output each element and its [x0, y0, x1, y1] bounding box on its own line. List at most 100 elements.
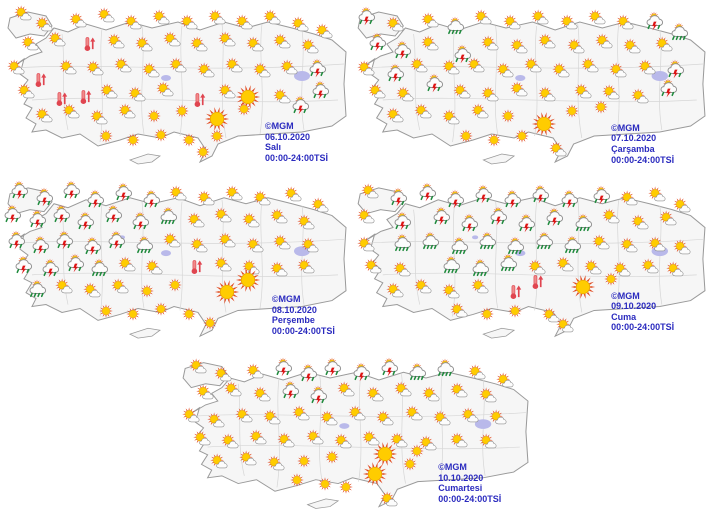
partly-cloudy-icon: [214, 207, 233, 225]
partly-cloudy-icon: [169, 57, 188, 75]
partly-cloudy-icon: [305, 428, 324, 447]
sunny-icon: [140, 283, 155, 298]
partly-cloudy-icon: [390, 432, 409, 450]
partly-cloudy-icon: [155, 81, 174, 99]
partly-cloudy-icon: [602, 208, 621, 226]
temperature-rise-icon: [54, 91, 68, 107]
sunny-icon: [325, 450, 340, 465]
map-label: ©MGM 10.10.2020 Cumartesi 00:00-24:00TSİ: [438, 462, 501, 504]
partly-cloudy-icon: [559, 14, 578, 32]
copyright-text: ©MGM: [271, 293, 301, 304]
date-text: 10.10.2020: [438, 472, 484, 483]
partly-cloudy-icon: [263, 409, 282, 427]
partly-cloudy-icon: [297, 213, 316, 232]
partly-cloudy-icon: [481, 34, 500, 53]
sunny-icon: [202, 315, 217, 330]
partly-cloudy-icon: [290, 16, 309, 34]
hours-text: 00:00-24:00TSİ: [271, 325, 335, 336]
partly-cloudy-icon: [648, 235, 667, 254]
partly-cloudy-icon: [623, 38, 642, 56]
sunny-icon: [237, 101, 252, 116]
partly-cloudy-icon: [162, 232, 181, 250]
partly-cloudy-icon: [474, 9, 493, 27]
partly-cloudy-icon: [58, 59, 77, 77]
partly-cloudy-icon: [648, 186, 667, 204]
thunderstorm-icon: [40, 259, 60, 278]
partly-cloudy-icon: [210, 453, 229, 471]
date-text: 07.10.2020: [611, 133, 657, 144]
partly-cloudy-icon: [141, 62, 160, 80]
thunderstorm-icon: [488, 206, 508, 226]
partly-cloudy-icon: [262, 9, 281, 27]
partly-cloudy-icon: [117, 103, 136, 121]
partly-cloudy-icon: [20, 34, 39, 53]
partly-cloudy-icon: [418, 435, 437, 453]
temperature-rise-icon: [78, 89, 92, 105]
partly-cloudy-icon: [362, 430, 381, 448]
rain-shower-icon: [505, 236, 525, 256]
temperature-rise-icon: [530, 274, 544, 290]
forecast-map-carsamba: ©MGM 07.10.2020 Çarşamba 00:00-24:00TSİ: [352, 4, 707, 176]
partly-cloudy-icon: [273, 88, 292, 106]
thunderstorm-icon: [130, 211, 150, 231]
partly-cloudy-icon: [245, 36, 264, 54]
temperature-rise-icon: [189, 259, 203, 275]
thunderstorm-icon: [516, 213, 536, 232]
partly-cloudy-icon: [630, 88, 649, 106]
partly-cloudy-icon: [556, 317, 575, 335]
weather-icons-layer: [2, 180, 348, 350]
partly-cloudy-icon: [496, 372, 515, 390]
partly-cloudy-icon: [404, 405, 423, 423]
thunderstorm-icon: [665, 60, 685, 79]
partly-cloudy-icon: [124, 14, 143, 32]
partly-cloudy-icon: [196, 384, 215, 402]
partly-cloudy-icon: [182, 407, 201, 425]
thunderstorm-icon: [82, 236, 102, 256]
partly-cloudy-icon: [587, 9, 606, 27]
thunderstorm-icon: [445, 189, 465, 209]
sunny-icon: [154, 127, 169, 142]
partly-cloudy-icon: [192, 430, 211, 448]
rain-shower-icon: [441, 255, 461, 275]
partly-cloudy-icon: [197, 62, 216, 80]
partly-cloudy-icon: [189, 357, 208, 376]
rain-shower-icon: [27, 279, 47, 298]
partly-cloudy-icon: [481, 86, 500, 104]
map-label: ©MGM 06.10.2020 Salı 00:00-24:00TSİ: [265, 121, 328, 163]
partly-cloudy-icon: [179, 14, 198, 32]
partly-cloudy-icon: [414, 103, 433, 121]
partly-cloudy-icon: [422, 385, 441, 404]
forecast-map-persembe: ©MGM 08.10.2020 Perşembe 00:00-24:00TSİ: [2, 180, 348, 350]
partly-cloudy-icon: [333, 433, 352, 451]
weather-icons-layer: [2, 4, 348, 176]
sunny-icon: [479, 307, 494, 322]
partly-cloudy-icon: [34, 107, 53, 125]
partly-cloudy-icon: [162, 31, 181, 49]
thunderstorm-icon: [298, 363, 318, 383]
sunny-icon: [168, 278, 183, 293]
sunny-icon: [410, 443, 425, 458]
forecast-map-cumartesi: ©MGM 10.10.2020 Cumartesi 00:00-24:00TSİ: [177, 355, 530, 520]
rain-shower-icon: [573, 213, 593, 232]
thunderstorm-icon: [9, 180, 29, 200]
rain-shower-icon: [449, 236, 469, 256]
partly-cloudy-icon: [314, 22, 333, 41]
weather-icons-layer: [352, 180, 707, 350]
day-name-text: Çarşamba: [611, 143, 655, 154]
sunny-icon: [98, 129, 113, 144]
partly-cloudy-icon: [96, 7, 115, 25]
partly-cloudy-icon: [89, 108, 108, 127]
sunny-icon: [181, 132, 196, 147]
thunderstorm-icon: [591, 185, 611, 205]
partly-cloudy-icon: [190, 237, 209, 255]
partly-cloudy-icon: [213, 366, 232, 384]
thunderstorm-icon: [106, 230, 126, 249]
sunny-icon: [458, 129, 473, 144]
partly-cloudy-icon: [538, 33, 557, 51]
thunderstorm-icon: [307, 58, 327, 77]
partly-cloudy-icon: [34, 16, 53, 34]
partly-cloudy-icon: [224, 57, 243, 75]
partly-cloudy-icon: [385, 16, 404, 34]
forecast-map-sali: ©MGM 06.10.2020 Salı 00:00-24:00TSİ: [2, 4, 348, 176]
partly-cloudy-icon: [467, 57, 486, 75]
